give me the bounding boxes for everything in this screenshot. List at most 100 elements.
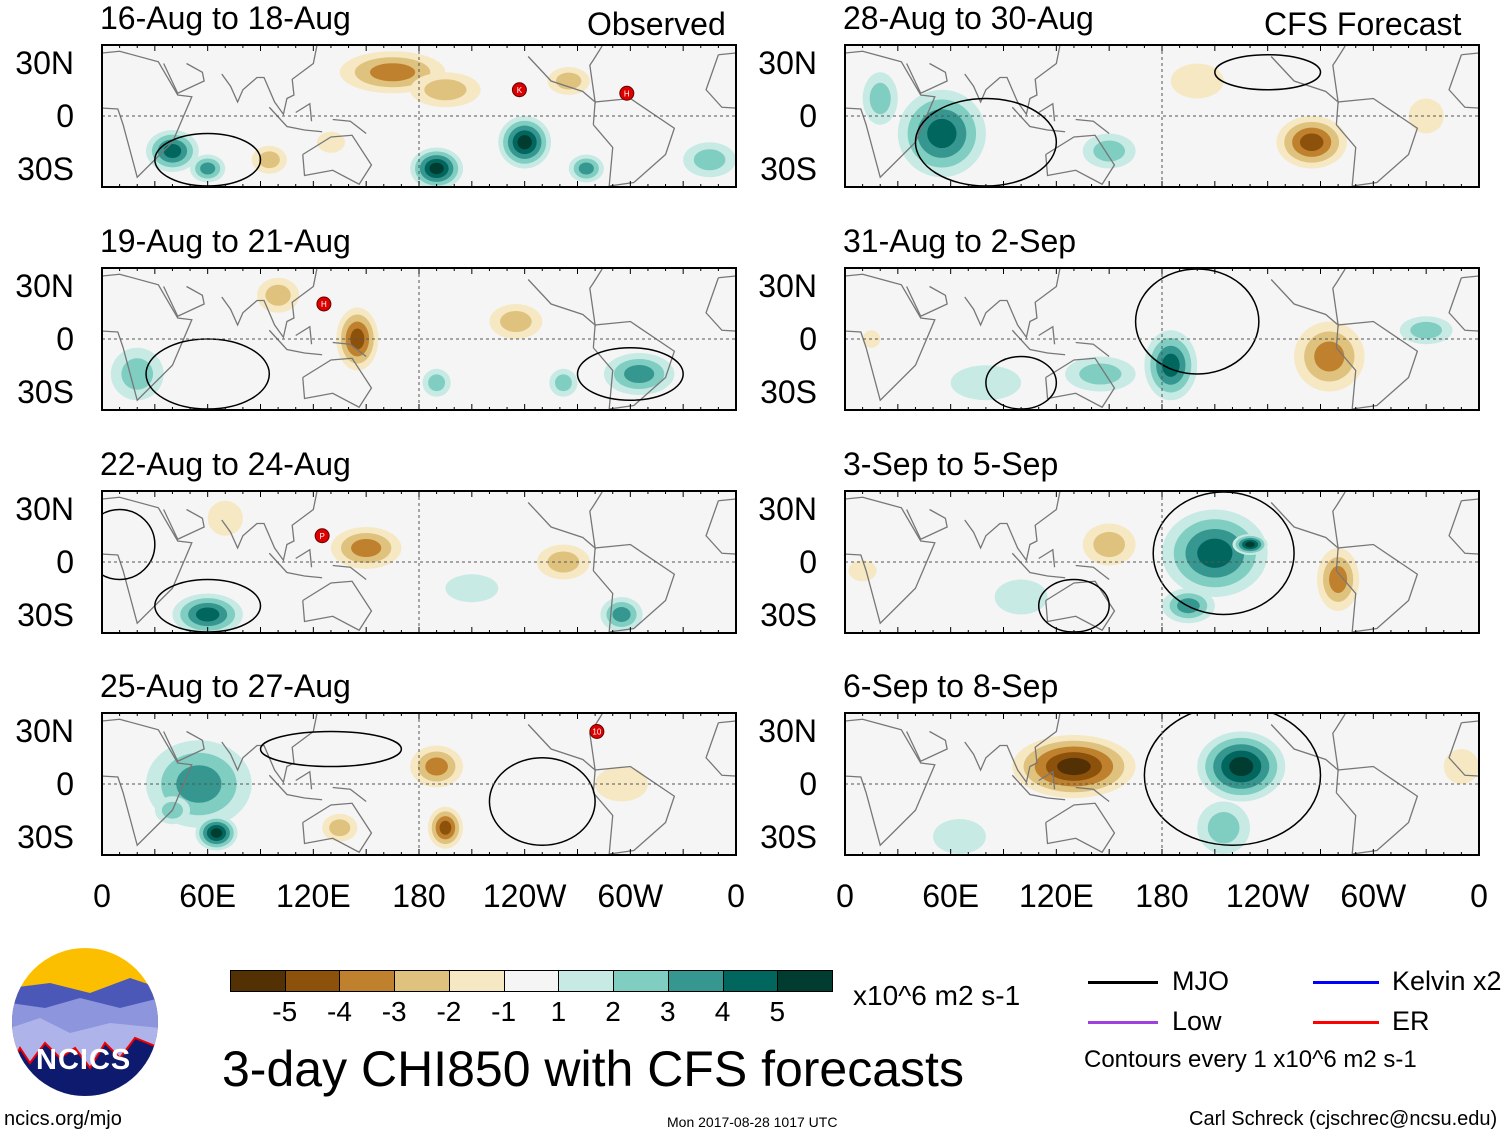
coastline bbox=[295, 548, 313, 568]
lat-label: 0 bbox=[799, 766, 817, 802]
colorbar-label: -2 bbox=[436, 996, 462, 1027]
coastline bbox=[1038, 770, 1056, 790]
coastline bbox=[1038, 548, 1056, 568]
coastline bbox=[964, 713, 1061, 784]
footer-url[interactable]: ncics.org/mjo bbox=[4, 1108, 122, 1130]
anomaly-contour bbox=[1170, 63, 1224, 99]
colorbar-label: -1 bbox=[491, 996, 517, 1027]
coastline bbox=[527, 491, 603, 550]
lon-label: 120E bbox=[275, 878, 351, 914]
colorbar-label: 1 bbox=[550, 996, 567, 1027]
coastline bbox=[1448, 275, 1480, 332]
anomaly-contour bbox=[1408, 98, 1444, 134]
map-panel: P bbox=[101, 490, 737, 634]
coastline bbox=[1045, 580, 1116, 632]
anomaly-contour bbox=[424, 79, 467, 101]
lat-label: 30N bbox=[758, 268, 817, 304]
lon-label: 60W bbox=[597, 878, 664, 914]
coastline bbox=[295, 102, 313, 122]
coastline bbox=[1335, 320, 1419, 410]
colorbar-swatch bbox=[667, 970, 724, 992]
lon-label: 0 bbox=[1470, 878, 1488, 914]
lat-label: 30N bbox=[758, 713, 817, 749]
lat-label: 0 bbox=[56, 98, 74, 134]
footer-timestamp: Mon 2017-08-28 1017 UTC bbox=[667, 1114, 838, 1130]
anomaly-contour bbox=[500, 311, 532, 332]
anomaly-contour bbox=[429, 162, 444, 175]
anomaly-contour bbox=[1314, 341, 1345, 372]
coastline bbox=[1335, 543, 1419, 633]
anomaly-contour bbox=[578, 162, 594, 175]
lat-label: 30S bbox=[17, 597, 74, 633]
legend-kelvin: Kelvin x2 bbox=[1392, 966, 1502, 996]
lon-label: 60E bbox=[922, 878, 980, 914]
anomaly-contour bbox=[445, 574, 499, 603]
colorbar-swatch bbox=[339, 970, 396, 992]
coastline bbox=[1270, 491, 1346, 550]
coastline bbox=[906, 285, 948, 318]
lat-label: 30N bbox=[15, 713, 74, 749]
coastline bbox=[1045, 802, 1116, 854]
anomaly-contour bbox=[869, 82, 891, 115]
coastline bbox=[1075, 341, 1110, 358]
coastline bbox=[163, 62, 205, 95]
coastline bbox=[221, 268, 318, 339]
anomaly-contour bbox=[1093, 531, 1126, 558]
anomaly-contour bbox=[624, 365, 655, 383]
coastline bbox=[1270, 45, 1346, 104]
colorbar-label: -5 bbox=[272, 996, 298, 1027]
tropical-cyclone-icon bbox=[316, 296, 332, 312]
coastline bbox=[705, 52, 737, 109]
anomaly-contour bbox=[163, 144, 182, 158]
coastline bbox=[1075, 118, 1110, 135]
mjo-contour bbox=[1214, 54, 1322, 91]
anomaly-contour bbox=[693, 149, 726, 171]
colorbar-swatch bbox=[230, 970, 286, 992]
colorbar-swatch bbox=[722, 970, 779, 992]
coastline bbox=[1075, 564, 1110, 581]
mjo-contour bbox=[576, 347, 684, 401]
coastline bbox=[332, 341, 367, 358]
coastline bbox=[221, 45, 318, 116]
panel-title: 6-Sep to 8-Sep bbox=[843, 668, 1059, 704]
coastline bbox=[1075, 786, 1110, 803]
map-panel bbox=[844, 490, 1480, 634]
colorbar-swatch bbox=[448, 970, 505, 992]
coastline bbox=[302, 580, 373, 632]
colorbar-units: x10^6 m2 s-1 bbox=[853, 980, 1021, 1011]
tropical-cyclone-icon bbox=[314, 528, 330, 544]
panel-title: 16-Aug to 18-Aug bbox=[100, 0, 351, 36]
colorbar-swatch bbox=[284, 970, 341, 992]
coastline bbox=[302, 357, 373, 409]
coastline bbox=[1270, 268, 1346, 327]
colorbar-label: 2 bbox=[605, 996, 621, 1027]
coastline bbox=[844, 496, 936, 625]
lon-label: 120E bbox=[1018, 878, 1094, 914]
lat-label: 30N bbox=[15, 45, 74, 81]
anomaly-contour bbox=[1329, 566, 1348, 593]
anomaly-contour bbox=[210, 828, 223, 838]
coastline bbox=[163, 285, 205, 318]
anomaly-contour bbox=[848, 560, 877, 582]
anomaly-contour bbox=[200, 162, 216, 175]
coastline bbox=[163, 730, 205, 763]
anomaly-contour bbox=[612, 607, 631, 622]
anomaly-contour bbox=[927, 118, 957, 149]
mjo-contour bbox=[1143, 712, 1322, 846]
storm-label: H bbox=[624, 89, 630, 98]
coastline bbox=[906, 62, 948, 95]
coastline bbox=[705, 720, 737, 777]
anomaly-contour bbox=[554, 374, 572, 392]
coastline bbox=[592, 320, 676, 410]
coastline bbox=[1448, 52, 1480, 109]
anomaly-contour bbox=[1207, 812, 1240, 844]
anomaly-contour bbox=[425, 757, 448, 776]
coastline bbox=[268, 774, 323, 801]
anomaly-contour bbox=[994, 579, 1048, 615]
coastline bbox=[1045, 134, 1116, 186]
coastline bbox=[1011, 106, 1066, 133]
coastline bbox=[1335, 97, 1419, 187]
tropical-cyclone-icon bbox=[511, 82, 527, 98]
anomaly-contour bbox=[933, 819, 986, 854]
